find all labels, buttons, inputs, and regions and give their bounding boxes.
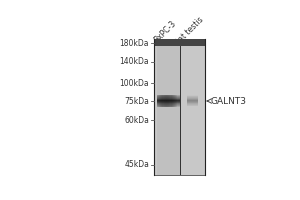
Bar — [172, 95, 173, 107]
Bar — [157, 101, 180, 102]
Bar — [175, 95, 176, 107]
Bar — [187, 39, 198, 175]
Bar — [170, 95, 172, 107]
Bar — [157, 106, 180, 107]
Bar — [180, 39, 182, 175]
Bar — [187, 101, 198, 102]
Bar — [161, 95, 162, 107]
Bar — [187, 102, 198, 103]
Bar — [157, 95, 158, 107]
Bar — [157, 96, 180, 97]
Bar — [158, 95, 159, 107]
Bar — [187, 98, 198, 99]
Bar — [187, 97, 198, 98]
Bar — [187, 96, 198, 97]
Bar — [157, 103, 180, 104]
Bar — [154, 39, 205, 175]
Bar — [157, 102, 180, 103]
Bar — [157, 105, 180, 106]
Bar — [157, 100, 180, 101]
Bar — [162, 95, 164, 107]
Bar — [159, 95, 160, 107]
Bar — [187, 105, 198, 106]
Bar — [165, 95, 166, 107]
Bar — [154, 39, 205, 46]
Text: GALNT3: GALNT3 — [207, 97, 247, 106]
Bar — [168, 95, 169, 107]
Bar — [187, 99, 198, 100]
Bar — [174, 95, 175, 107]
Bar — [157, 97, 180, 98]
Bar — [178, 95, 180, 107]
Bar — [157, 95, 180, 96]
Bar — [160, 95, 161, 107]
Text: BxPC-3: BxPC-3 — [152, 19, 178, 44]
Bar — [187, 104, 198, 105]
Text: 45kDa: 45kDa — [124, 160, 149, 169]
Text: 60kDa: 60kDa — [124, 116, 149, 125]
Text: Rat testis: Rat testis — [173, 15, 205, 48]
Bar — [164, 95, 165, 107]
Bar — [173, 95, 174, 107]
Bar — [167, 95, 168, 107]
Bar — [157, 99, 180, 100]
Text: 100kDa: 100kDa — [119, 79, 149, 88]
Bar — [187, 106, 198, 107]
Bar — [169, 95, 170, 107]
Bar — [166, 95, 167, 107]
Bar — [187, 100, 198, 101]
Bar — [157, 98, 180, 99]
Text: 140kDa: 140kDa — [119, 57, 149, 66]
Bar — [176, 95, 178, 107]
Bar — [157, 104, 180, 105]
Bar — [187, 103, 198, 104]
Bar — [157, 39, 180, 175]
Text: 75kDa: 75kDa — [124, 97, 149, 106]
Bar — [187, 95, 198, 96]
Text: 180kDa: 180kDa — [120, 39, 149, 48]
